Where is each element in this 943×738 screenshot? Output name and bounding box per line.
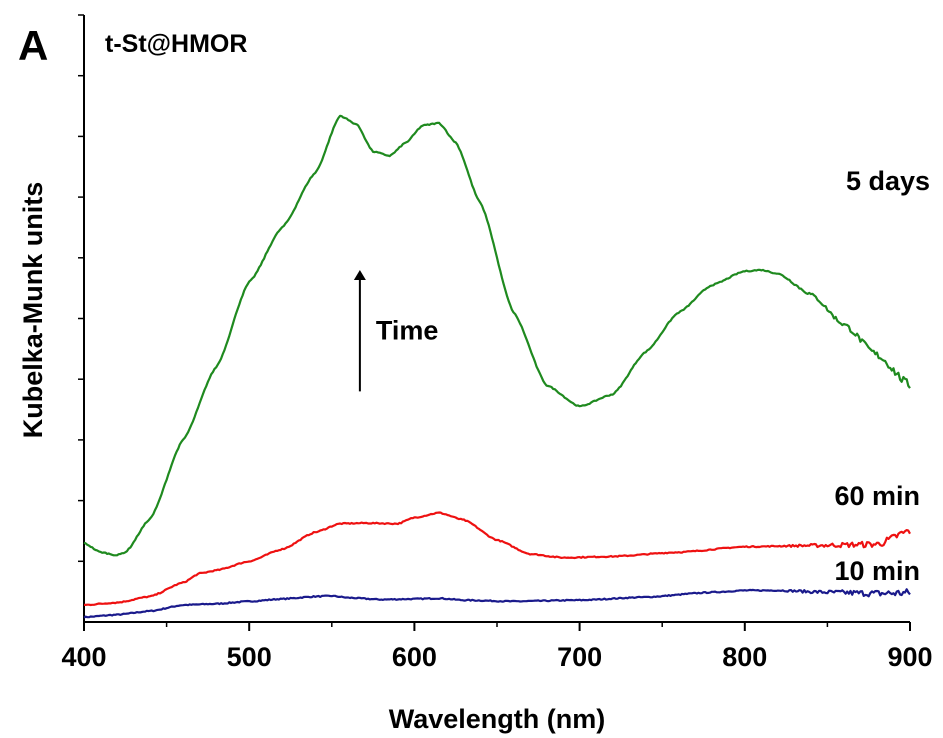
time-annotation: Time: [376, 316, 439, 346]
series-layer: 10 min 60 min 5 days: [83, 114, 930, 619]
y-axis-label: Kubelka-Munk units: [18, 182, 48, 439]
x-axis-label: Wavelength (nm): [389, 704, 606, 734]
x-tick-label: 600: [392, 642, 437, 672]
series-label: 5 days: [846, 166, 930, 196]
series-line-5-days: [83, 114, 911, 557]
series-line-10-min: [83, 588, 911, 619]
panel-label: A: [18, 22, 48, 69]
x-tick-label: 800: [722, 642, 767, 672]
series-label: 10 min: [834, 556, 920, 586]
axes: 400 500 600 700 800 900: [61, 14, 933, 672]
chart-title: t-St@HMOR: [105, 30, 247, 58]
series-label: 60 min: [834, 481, 920, 511]
x-tick-label: 900: [887, 642, 932, 672]
time-arrow-head: [353, 269, 366, 280]
x-tick-label: 500: [227, 642, 272, 672]
annotation-layer: Time: [353, 269, 439, 392]
series-line-60-min: [84, 511, 911, 607]
x-tick-label: 700: [557, 642, 602, 672]
x-tick-label: 400: [61, 642, 106, 672]
